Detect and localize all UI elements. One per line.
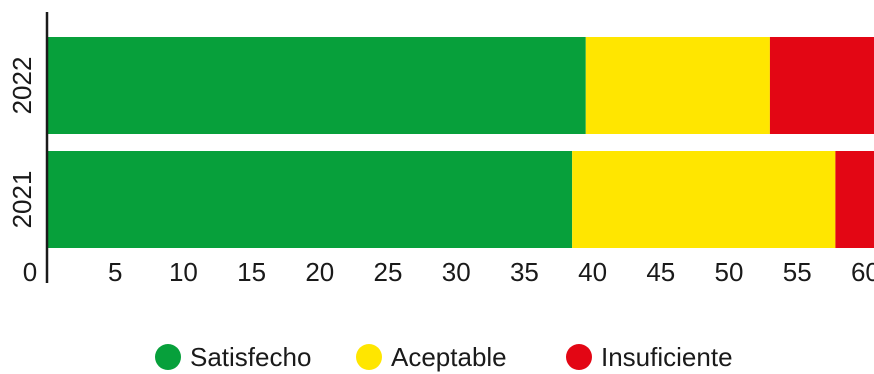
bar-2021-insuficiente [835,151,874,248]
x-tick-label-15: 15 [237,257,266,287]
x-tick-label-25: 25 [374,257,403,287]
legend-swatch-insuficiente [566,344,592,370]
x-tick-label-30: 30 [442,257,471,287]
x-tick-label-40: 40 [578,257,607,287]
x-tick-label-0: 0 [23,257,37,287]
x-tick-label-60: 60 [851,257,874,287]
category-labels: 2022 2021 [7,57,37,229]
x-tick-label-55: 55 [783,257,812,287]
bar-2022-insuficiente [769,37,874,134]
legend-label-aceptable: Aceptable [391,342,507,372]
legend-label-satisfecho: Satisfecho [190,342,311,372]
x-tick-labels: 0 5 10 15 20 25 30 35 40 45 50 55 60 [23,257,874,287]
x-tick-label-35: 35 [510,257,539,287]
legend: Satisfecho Aceptable Insuficiente [155,342,733,372]
bars-group [47,37,874,248]
legend-swatch-aceptable [356,344,382,370]
legend-label-insuficiente: Insuficiente [601,342,733,372]
bar-2021-aceptable [572,151,836,248]
x-tick-label-5: 5 [108,257,122,287]
category-label-2022: 2022 [7,57,37,115]
legend-swatch-satisfecho [155,344,181,370]
x-tick-label-10: 10 [169,257,198,287]
bar-2022-satisfecho [47,37,586,134]
x-tick-label-50: 50 [715,257,744,287]
x-tick-label-45: 45 [646,257,675,287]
bar-2022-aceptable [585,37,770,134]
x-tick-label-20: 20 [305,257,334,287]
category-label-2021: 2021 [7,171,37,229]
bar-2021-satisfecho [47,151,573,248]
